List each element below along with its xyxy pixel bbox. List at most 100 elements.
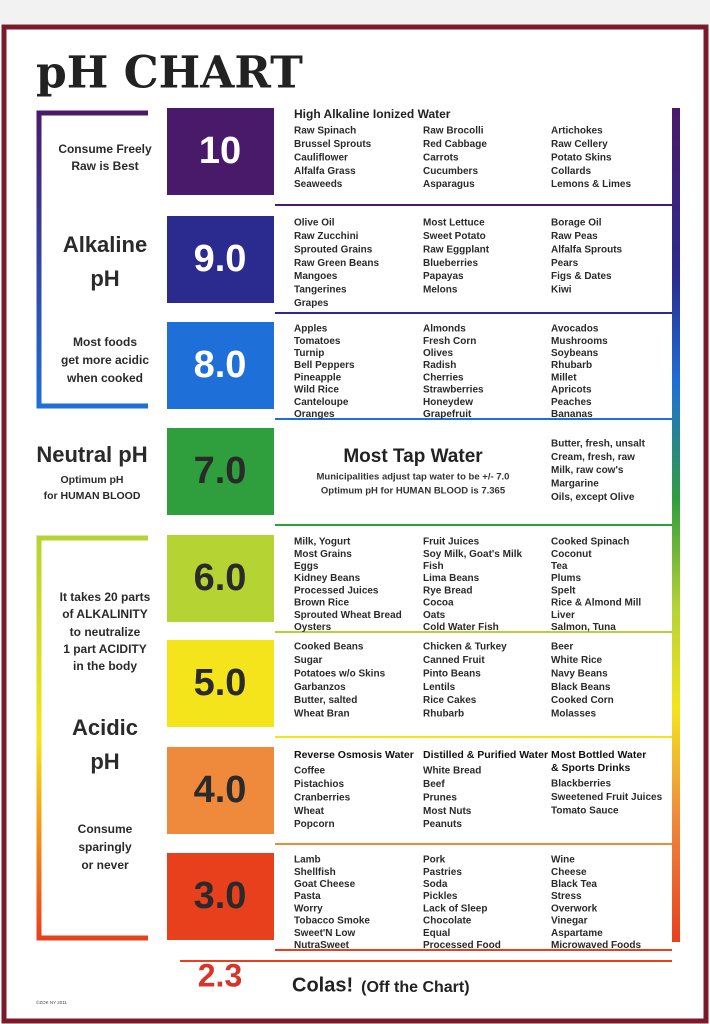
food-item: Cranberries: [294, 792, 351, 803]
food-item: Peanuts: [423, 819, 462, 830]
food-item: Brown Rice: [294, 598, 349, 609]
row-heading: Most Tap Water: [343, 446, 483, 467]
side-note: Consume Freely: [58, 142, 152, 156]
food-item: White Bread: [423, 766, 481, 777]
food-item: Potato Skins: [551, 152, 612, 163]
food-item: Aspartame: [551, 928, 603, 939]
food-item: Black Tea: [551, 879, 597, 890]
ph-value: 2.3: [198, 957, 242, 993]
food-item: Rhubarb: [423, 709, 464, 720]
food-item: Cooked Beans: [294, 642, 364, 653]
food-item: Rhubarb: [551, 360, 592, 371]
food-item: Fish: [423, 561, 444, 572]
ph-value: 4.0: [194, 769, 247, 811]
food-item: Strawberries: [423, 385, 484, 396]
food-item: Pears: [551, 258, 579, 269]
food-item: Equal: [423, 928, 450, 939]
food-item: Pinto Beans: [423, 668, 481, 679]
food-item: Papayas: [423, 271, 464, 282]
ph-value: 5.0: [194, 662, 247, 704]
food-item: Raw Green Beans: [294, 258, 379, 269]
food-item: Soy Milk, Goat's Milk: [423, 549, 523, 560]
food-item: Pistachios: [294, 779, 344, 790]
food-item: Cauliflower: [294, 152, 348, 163]
food-item: Cucumbers: [423, 166, 478, 177]
food-item: Raw Brocolli: [423, 126, 484, 137]
food-item: Cheese: [551, 867, 587, 878]
food-item: Oats: [423, 610, 446, 621]
food-item: Most Nuts: [423, 806, 472, 817]
food-item: Collards: [551, 166, 591, 177]
food-item: Margarine: [551, 479, 599, 490]
food-item: Blackberries: [551, 779, 611, 790]
food-item: Spelt: [551, 585, 576, 596]
ph-value: 3.0: [194, 875, 247, 917]
ph-value: 10: [199, 130, 241, 172]
food-item: Wild Rice: [294, 385, 339, 396]
row-note: Municipalities adjust tap water to be +/…: [317, 472, 510, 483]
food-item: Pork: [423, 855, 446, 866]
food-item: Lemons & Limes: [551, 179, 631, 190]
food-item: Sprouted Grains: [294, 244, 373, 255]
side-note: in the body: [73, 659, 137, 673]
food-item: Canteloupe: [294, 397, 349, 408]
food-item: Black Beans: [551, 682, 611, 693]
food-item: Red Cabbage: [423, 139, 487, 150]
food-item: Processed Juices: [294, 585, 379, 596]
food-item: Vinegar: [551, 916, 588, 927]
ph-box: [167, 428, 274, 515]
food-item: Figs & Dates: [551, 271, 612, 282]
ph-value: 8.0: [194, 344, 247, 386]
ph-box: [167, 640, 274, 727]
side-note: 1 part ACIDITY: [63, 642, 147, 656]
food-item: Navy Beans: [551, 668, 608, 679]
food-item: Fruit Juices: [423, 537, 480, 548]
column-heading: & Sports Drinks: [551, 762, 631, 774]
food-item: Stress: [551, 891, 582, 902]
food-item: Processed Food: [423, 940, 501, 951]
food-item: Tea: [551, 561, 568, 572]
food-item: Sprouted Wheat Bread: [294, 610, 402, 621]
food-item: Melons: [423, 285, 458, 296]
side-note: Acidic: [72, 715, 138, 740]
side-note: when cooked: [66, 371, 143, 385]
food-item: Popcorn: [294, 819, 335, 830]
food-item: Milk, Yogurt: [294, 537, 351, 548]
food-item: Liver: [551, 610, 575, 621]
food-item: Apricots: [551, 385, 592, 396]
side-note: sparingly: [78, 840, 132, 854]
column-heading: Distilled & Purified Water: [423, 749, 548, 761]
food-item: Raw Spinach: [294, 126, 356, 137]
food-item: NutraSweet: [294, 940, 350, 951]
food-item: Peaches: [551, 397, 592, 408]
food-item: Oils, except Olive: [551, 492, 635, 503]
food-item: Artichokes: [551, 126, 603, 137]
food-item: Bananas: [551, 409, 593, 420]
food-item: Raw Zucchini: [294, 231, 359, 242]
food-item: Carrots: [423, 152, 459, 163]
food-item: Lack of Sleep: [423, 903, 487, 914]
food-item: Lentils: [423, 682, 456, 693]
ph-box: [167, 535, 274, 622]
side-note: Most foods: [73, 335, 137, 349]
food-item: Cooked Spinach: [551, 537, 629, 548]
spectrum-bar: [672, 108, 680, 942]
food-item: Sugar: [294, 655, 322, 666]
food-item: Oranges: [294, 409, 335, 420]
footer-label: Colas!: [292, 974, 353, 996]
food-item: Honeydew: [423, 397, 473, 408]
food-item: Tomato Sauce: [551, 805, 619, 816]
food-item: Oysters: [294, 622, 332, 633]
food-item: Overwork: [551, 903, 598, 914]
food-item: Most Lettuce: [423, 218, 485, 229]
food-item: Mangoes: [294, 271, 338, 282]
food-item: Asparagus: [423, 179, 475, 190]
food-item: Grapefruit: [423, 409, 472, 420]
title: pH CHART: [36, 48, 303, 99]
side-note: for HUMAN BLOOD: [44, 490, 141, 502]
side-note: It takes 20 parts: [60, 590, 151, 604]
ph-box: [167, 747, 274, 834]
food-item: Cherries: [423, 372, 464, 383]
column-heading: Reverse Osmosis Water: [294, 749, 414, 761]
